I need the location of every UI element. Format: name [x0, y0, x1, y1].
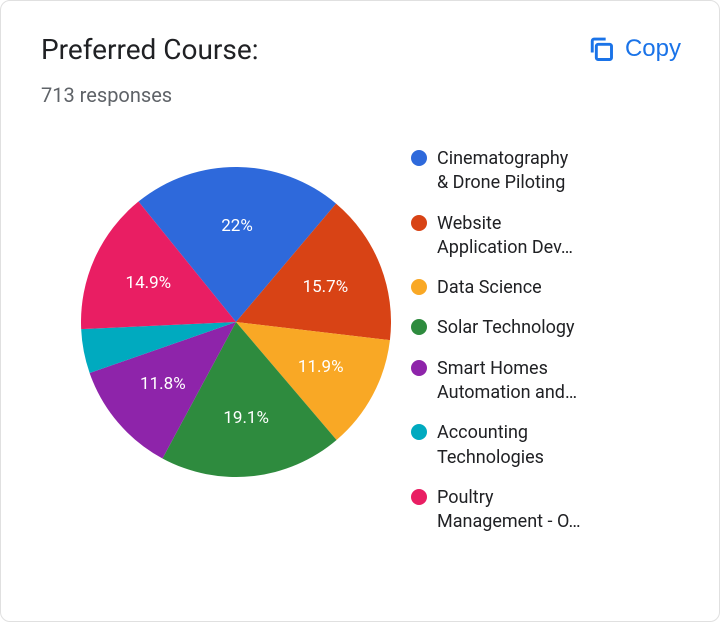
copy-button[interactable]: Copy	[577, 29, 691, 69]
slice-label: 22%	[221, 216, 253, 236]
slice-label: 11.9%	[298, 357, 344, 377]
legend-swatch	[411, 279, 427, 295]
legend-swatch	[411, 489, 427, 505]
slice-label: 19.1%	[223, 408, 269, 428]
slice-label: 14.9%	[126, 273, 172, 293]
legend-label: Cinematography& Drone Piloting	[437, 147, 568, 196]
legend-item: Cinematography& Drone Piloting	[411, 147, 691, 196]
copy-label: Copy	[625, 35, 681, 63]
legend-label: WebsiteApplication Dev…	[437, 212, 573, 261]
legend: Cinematography& Drone Piloting WebsiteApp…	[411, 147, 691, 535]
legend-swatch	[411, 215, 427, 231]
header-row: Preferred Course: Copy	[41, 29, 691, 69]
slice-label: 11.8%	[140, 374, 186, 394]
legend-swatch	[411, 360, 427, 376]
legend-item: WebsiteApplication Dev…	[411, 212, 691, 261]
card-title: Preferred Course:	[41, 33, 259, 66]
responses-count: 713 responses	[41, 83, 691, 107]
legend-swatch	[411, 424, 427, 440]
pie-chart: 22% 15.7% 11.9% 19.1% 11.8% 14.9%	[81, 167, 391, 477]
chart-area: 22% 15.7% 11.9% 19.1% 11.8% 14.9% Cinematogra…	[41, 147, 691, 535]
legend-label: Solar Technology	[437, 316, 575, 340]
legend-swatch	[411, 319, 427, 335]
survey-card: Preferred Course: Copy 713 responses 22%…	[0, 0, 720, 622]
legend-label: Data Science	[437, 276, 542, 300]
legend-label: AccountingTechnologies	[437, 421, 544, 470]
legend-label: PoultryManagement - O…	[437, 486, 580, 535]
legend-item: Solar Technology	[411, 316, 691, 340]
legend-item: AccountingTechnologies	[411, 421, 691, 470]
copy-icon	[587, 35, 615, 63]
slice-label: 15.7%	[303, 277, 349, 297]
legend-item: PoultryManagement - O…	[411, 486, 691, 535]
legend-item: Smart HomesAutomation and…	[411, 357, 691, 406]
legend-swatch	[411, 150, 427, 166]
legend-item: Data Science	[411, 276, 691, 300]
legend-label: Smart HomesAutomation and…	[437, 357, 577, 406]
